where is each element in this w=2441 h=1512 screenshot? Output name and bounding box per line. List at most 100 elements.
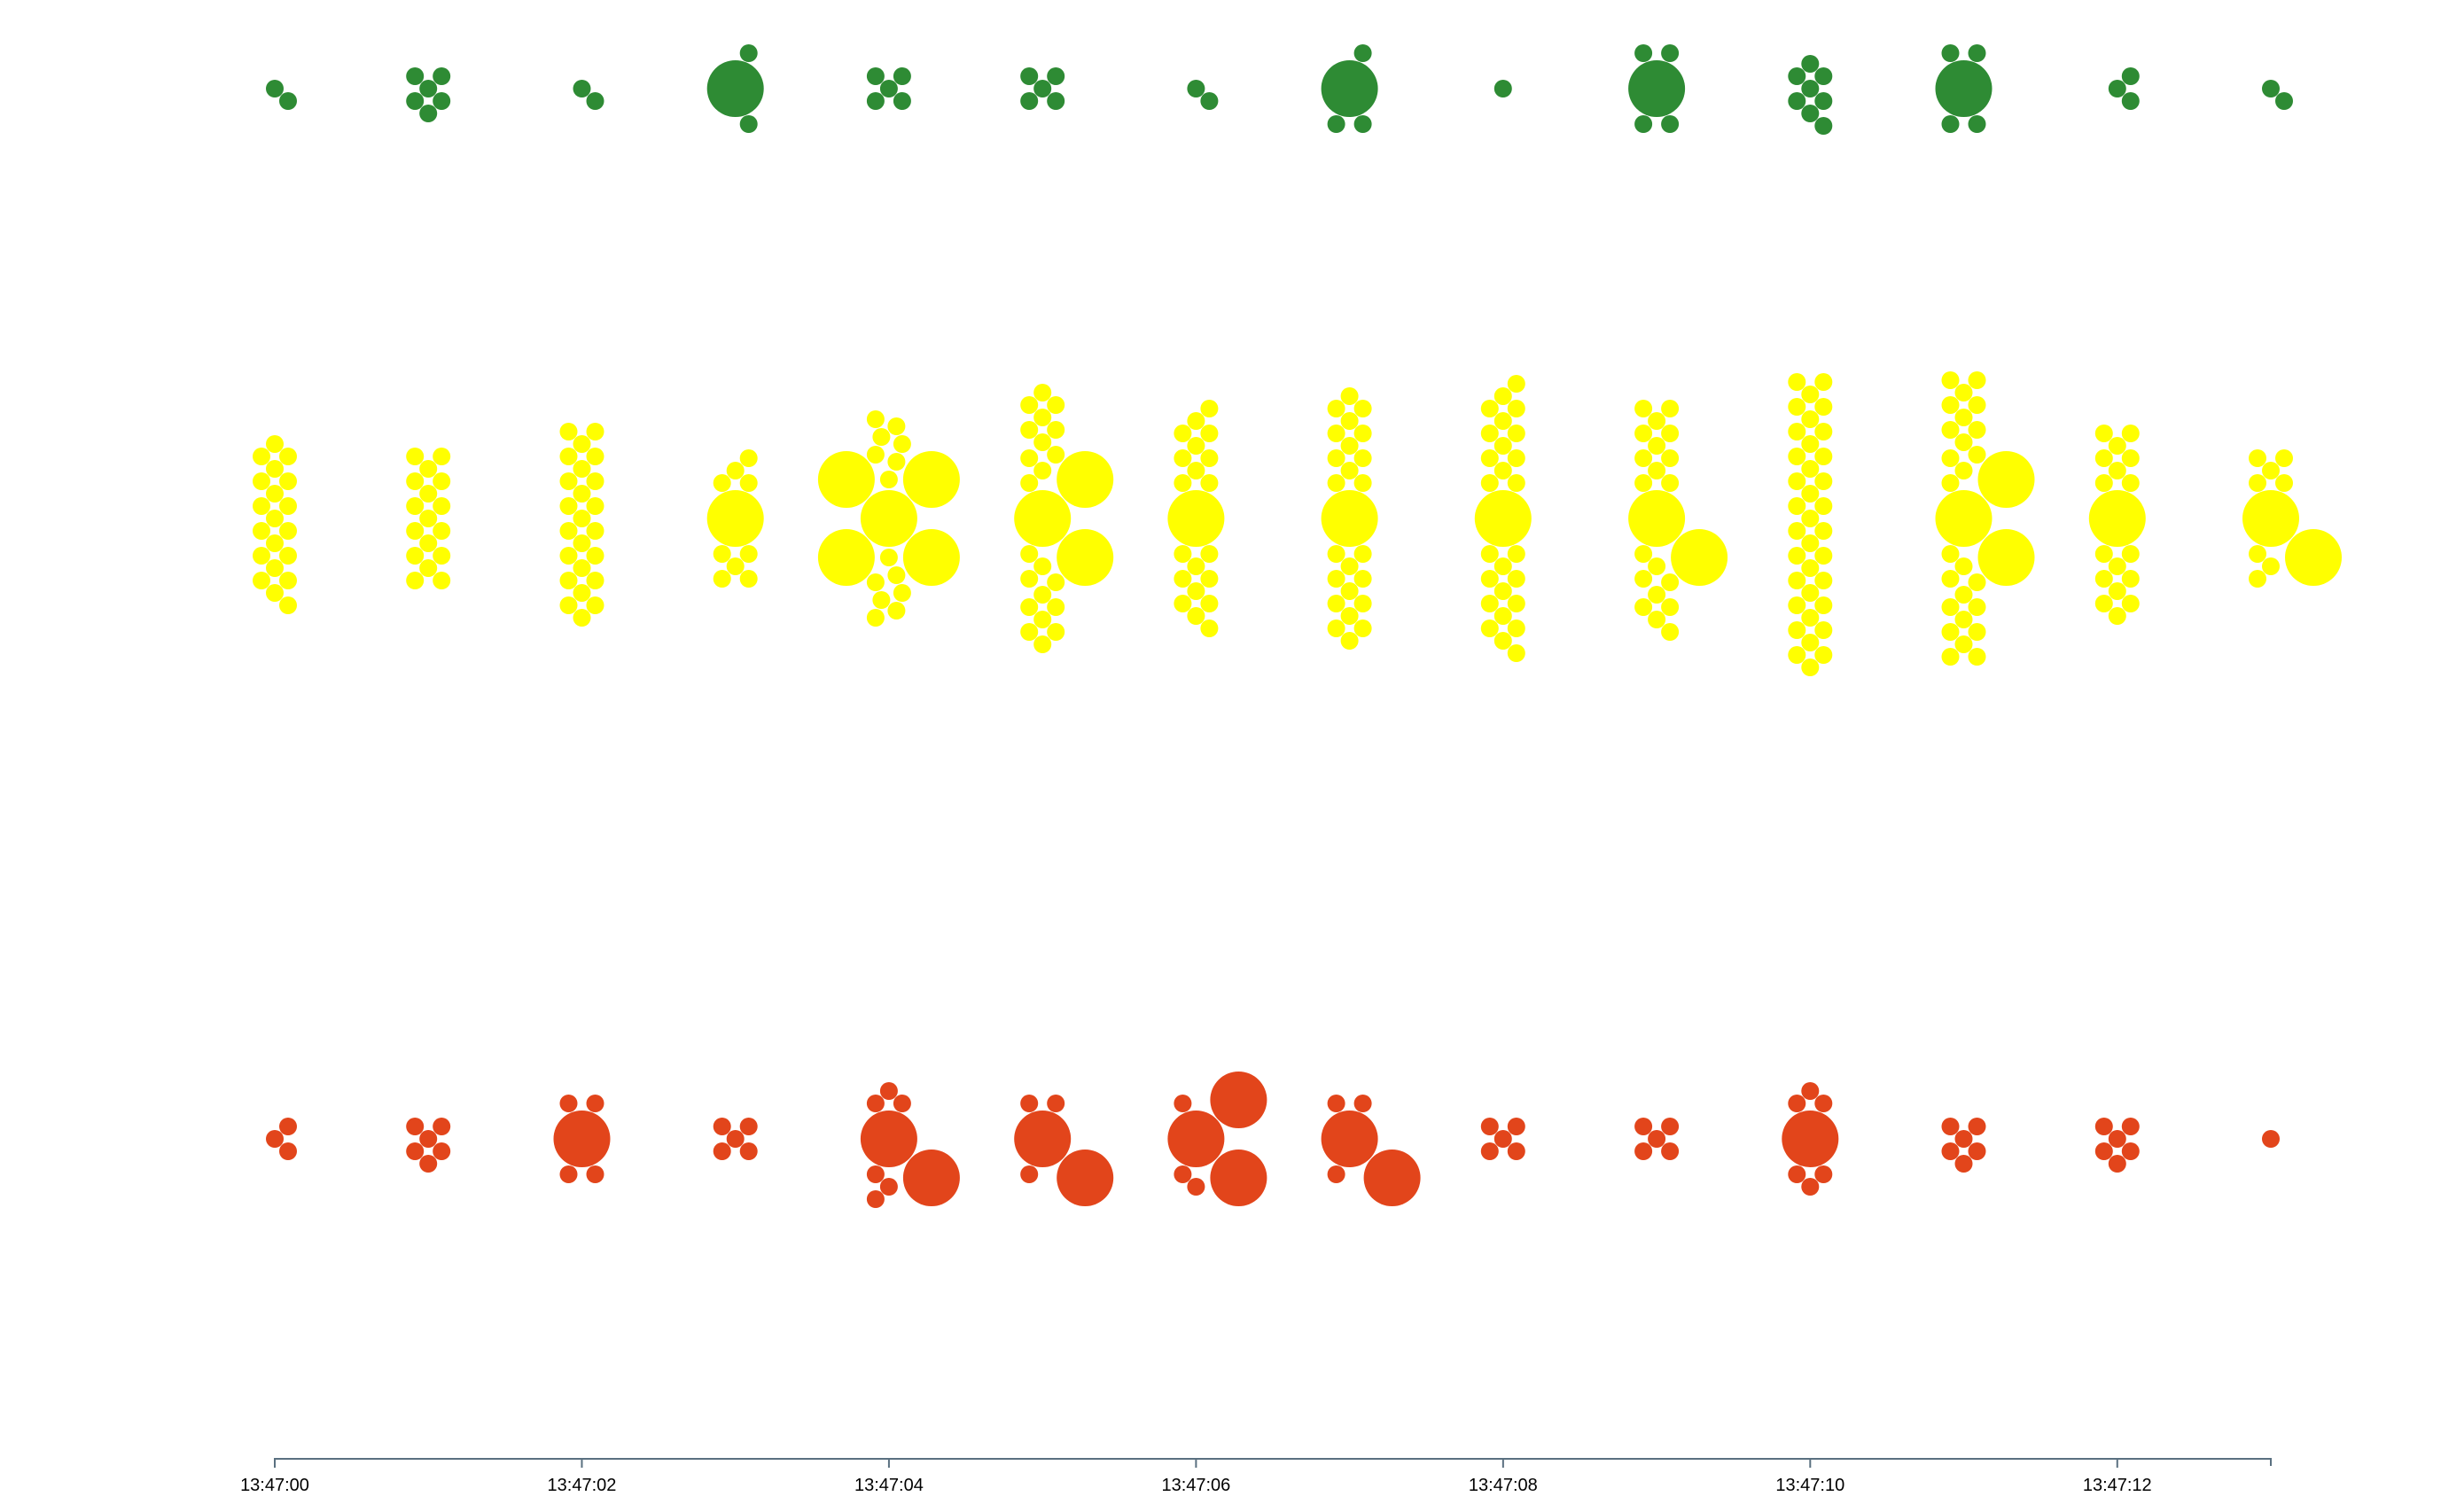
data-point [2275, 474, 2293, 492]
data-point [879, 1178, 898, 1196]
data-point [433, 92, 451, 110]
data-point [879, 1082, 898, 1100]
data-point [266, 460, 284, 478]
data-point [419, 485, 438, 503]
data-point [406, 497, 425, 515]
data-point [573, 485, 591, 503]
data-point [1661, 44, 1680, 62]
data-point [1634, 1118, 1653, 1135]
data-point [1353, 400, 1372, 417]
data-point [573, 584, 591, 602]
data-point [266, 80, 284, 97]
data-point [586, 547, 604, 565]
data-point [1941, 421, 1960, 439]
data-point [1814, 117, 1833, 135]
data-point [1941, 449, 1960, 467]
data-point [1480, 595, 1499, 612]
data-point-large [1977, 451, 2035, 508]
data-point [1033, 462, 1052, 479]
data-point [1941, 648, 1960, 666]
data-point [1327, 449, 1345, 467]
data-point [1340, 582, 1359, 600]
data-point [1788, 572, 1806, 589]
data-point-large [1167, 490, 1225, 547]
data-point [2094, 425, 2113, 442]
data-point [1020, 623, 1039, 641]
data-point [586, 92, 604, 110]
data-point [586, 423, 604, 440]
data-point [279, 522, 297, 540]
data-point [1493, 412, 1512, 430]
data-point [1174, 545, 1192, 563]
data-point [1801, 1082, 1820, 1100]
data-point [1200, 400, 1219, 417]
data-point [1788, 547, 1806, 565]
data-point [1634, 115, 1653, 133]
data-point [893, 1095, 911, 1112]
x-tick-label: 13:47:12 [2083, 1476, 2152, 1495]
data-point [1941, 44, 1960, 62]
data-point [586, 596, 604, 614]
data-point [1661, 449, 1680, 467]
data-point-large [1321, 1111, 1378, 1167]
data-point [1327, 115, 1345, 133]
data-point [1020, 545, 1039, 563]
data-point [559, 497, 578, 515]
data-point [2094, 1142, 2113, 1160]
data-point [433, 547, 451, 565]
data-point [559, 572, 578, 589]
data-point [1801, 1178, 1820, 1196]
data-point [1174, 1165, 1192, 1183]
data-point [713, 545, 731, 563]
data-point [253, 572, 270, 589]
data-point [1788, 398, 1806, 416]
data-point [713, 1142, 731, 1160]
data-point [1941, 115, 1960, 133]
data-point [279, 1142, 297, 1160]
data-point [1801, 410, 1820, 428]
data-point [586, 448, 604, 465]
data-point [1480, 400, 1499, 417]
data-point [1814, 522, 1833, 540]
data-point [1814, 547, 1833, 565]
data-point [1047, 446, 1065, 464]
data-point-large [1628, 490, 1686, 547]
data-point [1327, 595, 1345, 612]
data-point [2108, 557, 2126, 575]
data-point [1941, 1118, 1960, 1135]
data-point [1507, 644, 1525, 662]
data-point [1507, 474, 1525, 492]
data-point [1033, 611, 1052, 628]
data-point-large [817, 451, 875, 508]
data-point [1340, 607, 1359, 625]
data-point [1493, 557, 1512, 575]
data-point [1480, 1118, 1499, 1135]
data-point [1174, 449, 1192, 467]
data-point-large [817, 529, 875, 586]
data-point [1033, 384, 1052, 401]
data-point [1954, 611, 1973, 628]
data-point [419, 1130, 438, 1148]
data-point [2108, 582, 2126, 600]
x-tick-label: 13:47:06 [1161, 1476, 1230, 1495]
data-point [1968, 623, 1986, 641]
data-point [1327, 620, 1345, 637]
data-point [1661, 623, 1680, 641]
data-point [586, 497, 604, 515]
data-point [739, 545, 758, 563]
data-point [1327, 425, 1345, 442]
data-point [253, 522, 270, 540]
data-point [1968, 396, 1986, 414]
data-point [1507, 400, 1525, 417]
data-point [1788, 92, 1806, 110]
data-point [893, 584, 911, 602]
data-point [1814, 423, 1833, 440]
data-point [573, 435, 591, 453]
data-point [1020, 1095, 1039, 1112]
data-point-large [1014, 490, 1072, 547]
data-point [253, 497, 270, 515]
data-point [1648, 462, 1666, 479]
data-point [433, 1142, 451, 1160]
data-point [1507, 545, 1525, 563]
data-point [1814, 572, 1833, 589]
